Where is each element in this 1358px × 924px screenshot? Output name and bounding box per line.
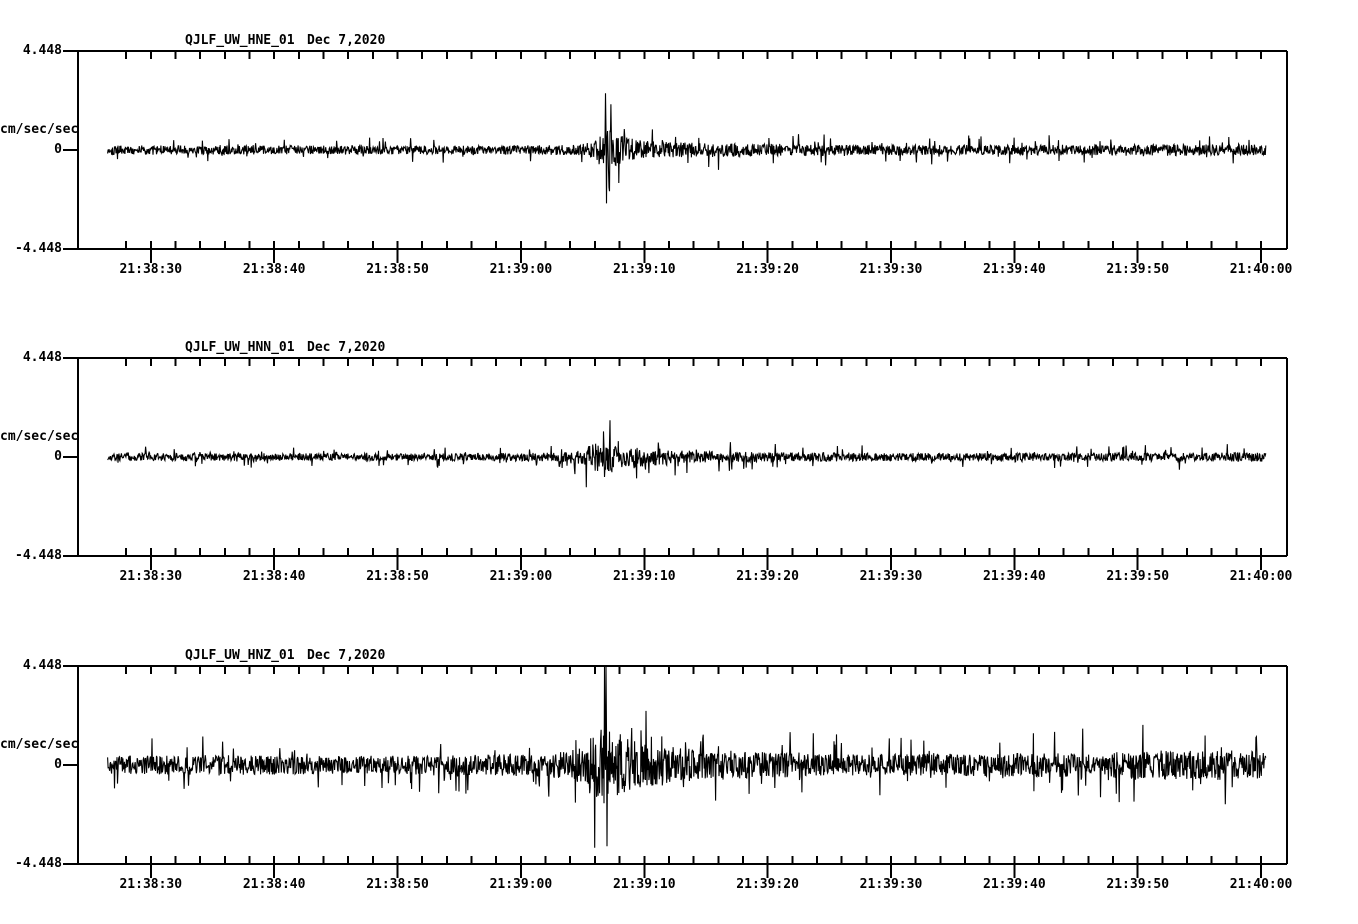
x-tick-label: 21:40:00 xyxy=(1229,569,1293,584)
station-channel-label: QJLF_UW_HNE_01 xyxy=(185,33,295,48)
seismogram-trace-hne xyxy=(63,50,1288,263)
y-unit-label: cm/sec/sec xyxy=(0,737,79,752)
x-tick-label: 21:39:40 xyxy=(983,569,1046,584)
station-channel-label: QJLF_UW_HNN_01 xyxy=(185,340,295,355)
x-tick-label: 21:38:50 xyxy=(366,877,429,892)
x-axis-tick-labels: 21:38:30 21:38:40 21:38:50 21:39:00 21:39:10… xyxy=(0,262,1358,278)
x-tick-label: 21:39:50 xyxy=(1106,569,1170,584)
x-tick-label: 21:39:30 xyxy=(859,262,923,277)
y-max-label: 4.448 xyxy=(22,43,62,58)
x-tick-label: 21:39:30 xyxy=(859,569,923,584)
date-label: Dec 7,2020 xyxy=(307,648,386,663)
x-tick-label: 21:38:50 xyxy=(366,569,429,584)
x-tick-label: 21:39:50 xyxy=(1106,262,1170,277)
panel-title-hne: QJLF_UW_HNE_01 Dec 7,2020 xyxy=(0,33,385,48)
x-tick-label: 21:39:10 xyxy=(612,262,676,277)
x-tick-label: 21:39:20 xyxy=(736,262,799,277)
x-tick-label: 21:38:30 xyxy=(119,262,183,277)
y-min-label: -4.448 xyxy=(15,548,62,563)
panel-title-hnn: QJLF_UW_HNN_01 Dec 7,2020 xyxy=(0,340,385,355)
x-tick-label: 21:38:40 xyxy=(242,877,306,892)
x-tick-label: 21:38:40 xyxy=(242,262,306,277)
x-tick-label: 21:39:50 xyxy=(1106,877,1170,892)
y-zero-label: 0 xyxy=(54,142,62,157)
y-max-label: 4.448 xyxy=(22,658,62,673)
x-axis-tick-labels: 21:38:30 21:38:40 21:38:50 21:39:00 21:39:10… xyxy=(0,877,1358,893)
x-tick-label: 21:39:00 xyxy=(489,877,553,892)
seismogram-trace-hnn xyxy=(63,357,1288,570)
x-tick-label: 21:39:40 xyxy=(983,262,1046,277)
waveform-trace xyxy=(107,93,1267,204)
x-tick-label: 21:38:50 xyxy=(366,262,429,277)
y-min-label: -4.448 xyxy=(15,856,62,871)
waveform-trace xyxy=(107,666,1267,848)
x-tick-label: 21:39:20 xyxy=(736,877,799,892)
x-tick-label: 21:38:30 xyxy=(119,877,183,892)
y-max-label: 4.448 xyxy=(22,350,62,365)
x-tick-label: 21:38:30 xyxy=(119,569,183,584)
y-min-label: -4.448 xyxy=(15,241,62,256)
x-tick-label: 21:39:30 xyxy=(859,877,923,892)
x-tick-label: 21:39:20 xyxy=(736,569,799,584)
x-tick-label: 21:39:10 xyxy=(612,569,676,584)
y-unit-label: cm/sec/sec xyxy=(0,429,79,444)
x-tick-label: 21:39:00 xyxy=(489,569,553,584)
y-zero-label: 0 xyxy=(54,757,62,772)
y-zero-label: 0 xyxy=(54,449,62,464)
x-tick-label: 21:39:10 xyxy=(612,877,676,892)
x-tick-label: 21:39:00 xyxy=(489,262,553,277)
y-unit-label: cm/sec/sec xyxy=(0,122,79,137)
waveform-trace xyxy=(107,420,1267,488)
seismogram-trace-hnz xyxy=(63,665,1288,878)
x-tick-label: 21:38:40 xyxy=(242,569,306,584)
date-label: Dec 7,2020 xyxy=(307,33,386,48)
date-label: Dec 7,2020 xyxy=(307,340,386,355)
x-tick-label: 21:39:40 xyxy=(983,877,1046,892)
panel-title-hnz: QJLF_UW_HNZ_01 Dec 7,2020 xyxy=(0,648,385,663)
x-tick-label: 21:40:00 xyxy=(1229,262,1293,277)
x-axis-tick-labels: 21:38:30 21:38:40 21:38:50 21:39:00 21:39:10… xyxy=(0,569,1358,585)
station-channel-label: QJLF_UW_HNZ_01 xyxy=(185,648,295,663)
x-tick-label: 21:40:00 xyxy=(1229,877,1293,892)
